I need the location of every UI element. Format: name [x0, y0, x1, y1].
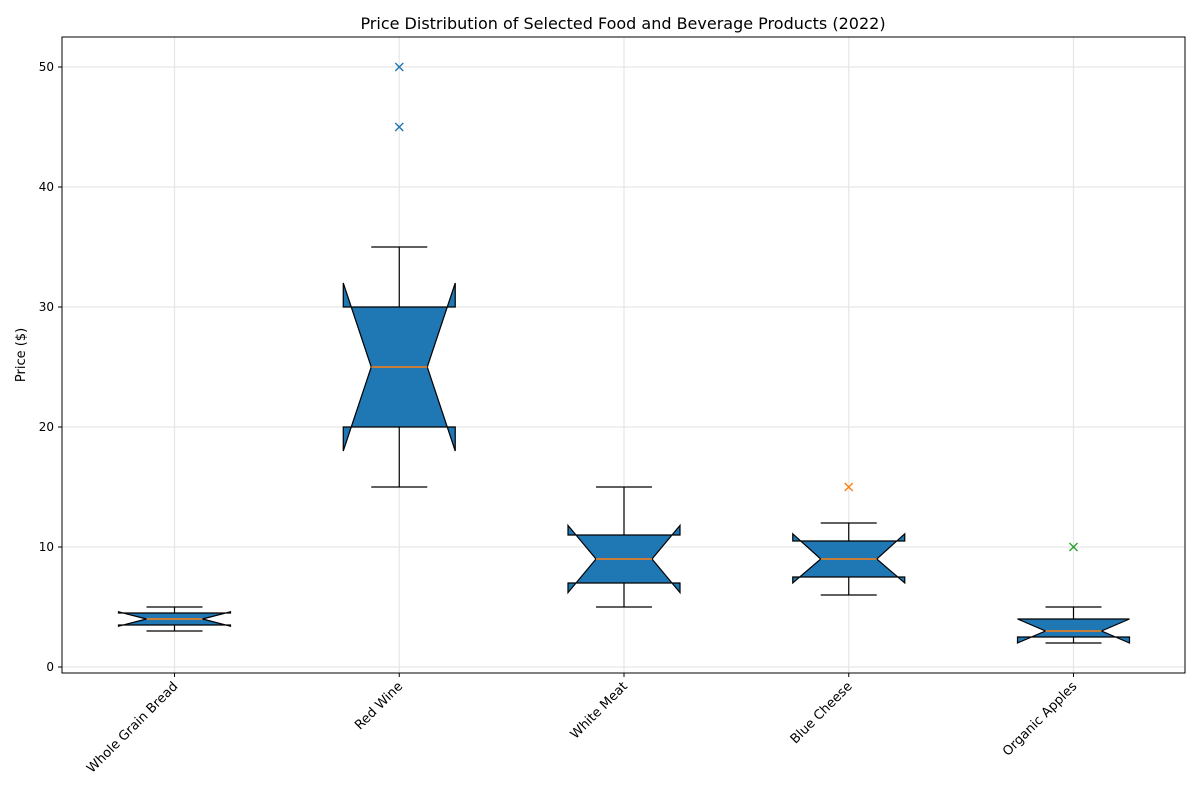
box-5 [1016, 542, 1131, 644]
y-tick-label: 10 [39, 540, 54, 554]
box-4 [792, 482, 906, 596]
outlier-point [394, 122, 404, 132]
y-tick-label: 50 [39, 60, 54, 74]
x-tick-label: Whole Grain Bread [84, 679, 181, 776]
y-tick-label: 30 [39, 300, 54, 314]
x-tick-label: Red Wine [352, 679, 406, 733]
y-tick-label: 0 [46, 660, 54, 674]
y-tick-label: 20 [39, 420, 54, 434]
plot-layer [117, 62, 1131, 644]
box-3 [567, 486, 681, 608]
x-tick-label: Blue Cheese [788, 679, 856, 747]
outlier-point [844, 482, 854, 492]
outlier-point [394, 62, 404, 72]
y-tick-label: 40 [39, 180, 54, 194]
box-2 [342, 62, 456, 488]
chart-title: Price Distribution of Selected Food and … [360, 14, 885, 33]
box-1 [117, 606, 232, 632]
x-tick-label: Organic Apples [1000, 679, 1080, 759]
axis-layer: 0 10 20 30 40 50 Whole Grain Bread Red Wine Whit… [39, 60, 1081, 776]
outlier-point [1069, 542, 1078, 552]
y-axis-label: Price ($) [14, 328, 29, 382]
x-tick-label: White Meat [568, 679, 631, 742]
